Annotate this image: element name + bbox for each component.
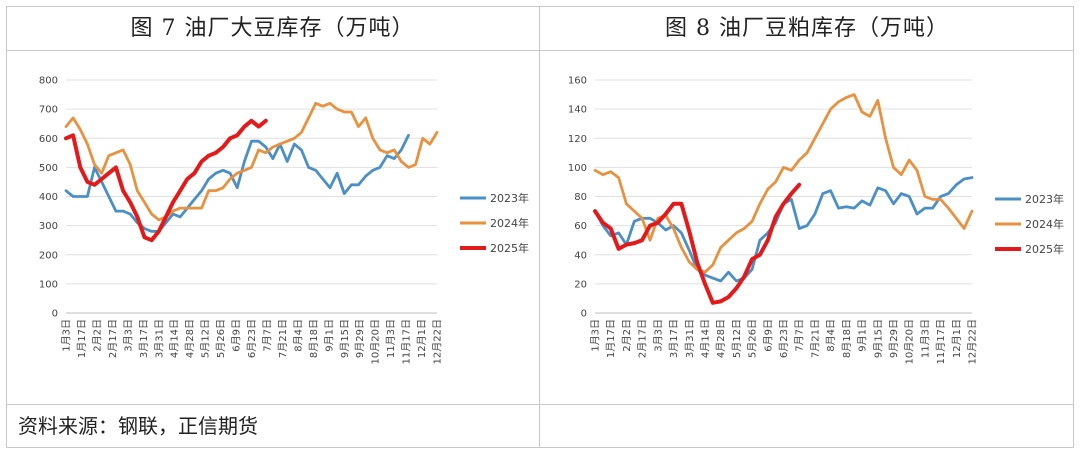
x-tick-label: 3月17日 (668, 319, 680, 358)
legend-label: 2023年 (490, 191, 529, 205)
x-tick-label: 5月12日 (731, 319, 743, 358)
x-tick-label: 12月1日 (951, 319, 963, 358)
y-tick-label: 300 (39, 221, 58, 232)
legend-label: 2023年 (1025, 192, 1064, 206)
x-tick-label: 10月20日 (370, 319, 382, 364)
x-tick-label: 2月2日 (621, 319, 633, 352)
y-tick-label: 120 (568, 134, 587, 145)
x-tick-label: 1月3日 (590, 319, 602, 352)
x-tick-label: 9月15日 (872, 319, 884, 358)
x-tick-label: 6月9日 (762, 319, 774, 352)
x-tick-label: 4月28日 (184, 319, 196, 358)
y-tick-label: 0 (52, 309, 58, 320)
y-tick-label: 20 (574, 279, 587, 290)
x-tick-label: 7月7日 (261, 319, 273, 352)
legend-label: 2024年 (1025, 217, 1064, 231)
y-tick-label: 140 (568, 105, 587, 116)
x-tick-label: 6月23日 (246, 319, 258, 358)
series-line-2023 (64, 133, 410, 233)
series-line-2024 (64, 101, 439, 222)
series-line-2023 (593, 176, 974, 283)
figure-frame (6, 6, 1074, 448)
chart-title-meal: 图 8 油厂豆粕库存（万吨） (665, 16, 949, 41)
x-tick-label: 6月23日 (778, 319, 790, 358)
x-tick-label: 9月29日 (354, 319, 366, 358)
x-tick-label: 11月3日 (385, 319, 397, 358)
x-tick-label: 1月3日 (61, 319, 73, 352)
y-tick-label: 500 (39, 163, 58, 174)
x-tick-label: 7月21日 (277, 319, 289, 358)
title-divider (6, 50, 1074, 51)
x-tick-label: 6月9日 (231, 319, 243, 352)
x-tick-label: 2月17日 (107, 319, 119, 358)
y-tick-label: 600 (39, 134, 58, 145)
y-tick-label: 700 (39, 105, 58, 116)
legend-label: 2024年 (490, 216, 529, 230)
x-tick-label: 12月22日 (432, 319, 444, 364)
x-tick-label: 8月4日 (292, 319, 304, 352)
x-tick-label: 1月17日 (76, 319, 88, 358)
y-tick-label: 160 (568, 76, 587, 87)
y-tick-label: 800 (39, 76, 58, 87)
x-tick-label: 2月2日 (91, 319, 103, 352)
x-tick-label: 4月14日 (699, 319, 711, 358)
x-tick-label: 3月31日 (153, 319, 165, 358)
y-tick-label: 400 (39, 192, 58, 203)
x-tick-label: 10月20日 (904, 319, 916, 364)
x-tick-label: 3月31日 (684, 319, 696, 358)
y-tick-label: 40 (574, 250, 587, 261)
x-tick-label: 7月21日 (809, 319, 821, 358)
x-tick-label: 2月17日 (637, 319, 649, 358)
x-tick-label: 4月28日 (715, 319, 727, 358)
x-tick-label: 3月17日 (138, 319, 150, 358)
x-tick-label: 9月1日 (857, 319, 869, 352)
x-tick-label: 9月1日 (323, 319, 335, 352)
x-tick-label: 11月17日 (935, 319, 947, 364)
x-tick-label: 3月3日 (652, 319, 664, 352)
series-line-2025 (593, 182, 802, 305)
x-tick-label: 8月4日 (825, 319, 837, 352)
x-tick-label: 3月3日 (122, 319, 134, 352)
x-tick-label: 8月18日 (308, 319, 320, 358)
y-tick-label: 100 (39, 279, 58, 290)
x-tick-label: 5月26日 (747, 319, 759, 358)
y-tick-label: 60 (574, 221, 587, 232)
x-tick-label: 5月26日 (215, 319, 227, 358)
x-tick-label: 11月3日 (919, 319, 931, 358)
x-tick-label: 4月14日 (169, 319, 181, 358)
x-tick-label: 11月17日 (401, 319, 413, 364)
series-line-2025 (64, 118, 268, 243)
x-tick-label: 8月18日 (841, 319, 853, 358)
x-tick-label: 9月15日 (339, 319, 351, 358)
y-tick-label: 200 (39, 250, 58, 261)
source-divider (6, 404, 1074, 405)
y-tick-label: 80 (574, 192, 587, 203)
source-note: 资料来源：钢联，正信期货 (18, 414, 258, 438)
legend-label: 2025年 (490, 241, 529, 255)
chart-title-soybean: 图 7 油厂大豆库存（万吨） (130, 16, 415, 41)
y-tick-label: 100 (568, 163, 587, 174)
y-tick-label: 0 (581, 309, 587, 320)
x-tick-label: 5月12日 (200, 319, 212, 358)
x-tick-label: 12月1日 (416, 319, 428, 358)
soybean-stock-chart: 0 100 200 300 400 500 600 700 800 1月3日 1月17日 2月2日 2月… (39, 76, 529, 365)
x-tick-label: 1月17日 (605, 319, 617, 358)
column-divider (539, 6, 540, 448)
series-line-2024 (593, 93, 974, 274)
x-tick-label: 7月7日 (794, 319, 806, 352)
x-tick-label: 12月22日 (967, 319, 979, 364)
legend-label: 2025年 (1025, 242, 1064, 256)
x-tick-label: 9月29日 (888, 319, 900, 358)
